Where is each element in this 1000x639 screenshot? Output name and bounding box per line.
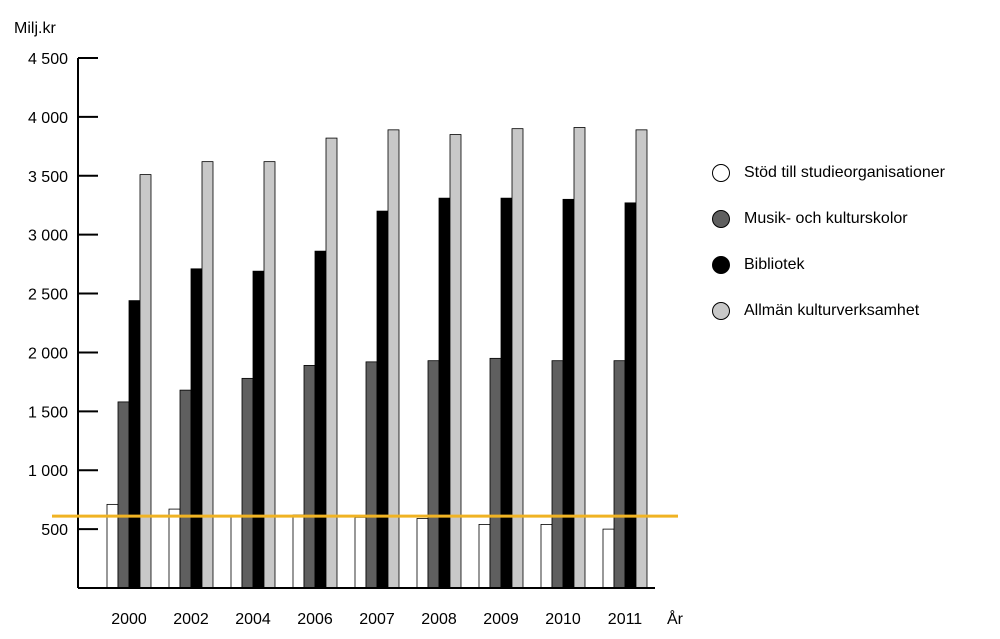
y-tick-label: 2 000 [28, 345, 68, 362]
legend-label: Bibliotek [744, 256, 805, 273]
bar [427, 360, 440, 589]
bar [602, 528, 615, 589]
bar [325, 137, 338, 589]
y-tick-label: 4 000 [28, 110, 68, 127]
x-tick-label: 2007 [359, 611, 395, 628]
x-tick-label: 2006 [297, 611, 333, 628]
bar [314, 250, 327, 589]
legend-item-studieorganisationer: Stöd till studieorganisationer [712, 150, 982, 196]
bar [613, 360, 626, 589]
bar [252, 270, 265, 589]
bar [139, 174, 152, 589]
y-tick-label: 1 000 [28, 463, 68, 480]
bar [168, 508, 181, 589]
y-tick-label: 500 [41, 522, 68, 539]
legend-item-kulturskolor: Musik- och kulturskolor [712, 196, 982, 242]
x-tick-label: 2009 [483, 611, 519, 628]
x-tick-label: 2004 [235, 611, 271, 628]
legend-item-bibliotek: Bibliotek [712, 242, 982, 288]
x-tick-label: 2010 [545, 611, 581, 628]
legend-label: Musik- och kulturskolor [744, 210, 908, 227]
x-axis-title: År [667, 609, 684, 628]
y-tick-label: 2 500 [28, 287, 68, 304]
bar [387, 129, 400, 589]
x-tick-label: 2011 [608, 611, 643, 628]
legend: Stöd till studieorganisationer Musik- oc… [712, 150, 982, 334]
bar [635, 129, 648, 589]
x-tick-label: 2002 [173, 611, 209, 628]
bar [241, 377, 254, 589]
bar [292, 514, 305, 589]
legend-swatch-icon [712, 164, 730, 182]
bar [190, 268, 203, 589]
bar [354, 516, 367, 589]
bar [478, 524, 491, 589]
bar [624, 202, 637, 589]
legend-swatch-icon [712, 256, 730, 274]
bar [128, 300, 141, 589]
y-tick-label: 3 000 [28, 228, 68, 245]
bar [117, 401, 130, 589]
y-tick-label: 4 500 [28, 51, 68, 68]
bar [438, 197, 451, 589]
bar [376, 210, 389, 589]
y-tick-label: 3 500 [28, 169, 68, 186]
legend-swatch-icon [712, 302, 730, 320]
bar [540, 524, 553, 589]
x-tick-label: 2000 [111, 611, 147, 628]
bar [573, 127, 586, 589]
x-ticks-group: 2000 2002 2004 2006 2007 2008 2009 2010 2011 [111, 611, 642, 628]
bar [489, 357, 502, 589]
bar [511, 128, 524, 589]
y-tick-label: 1 500 [28, 404, 68, 421]
bars-group [106, 127, 648, 589]
bar [551, 360, 564, 589]
bar [230, 515, 243, 589]
bar [449, 134, 462, 589]
bar [365, 361, 378, 589]
x-tick-label: 2008 [421, 611, 457, 628]
bar [263, 161, 276, 589]
bar [416, 518, 429, 589]
bar [500, 197, 513, 589]
legend-label: Stöd till studieorganisationer [744, 164, 946, 181]
bar [303, 364, 316, 589]
legend-item-kulturverksamhet: Allmän kulturverksamhet [712, 288, 982, 334]
bar [179, 389, 192, 589]
legend-label: Allmän kulturverksamhet [744, 302, 920, 319]
legend-swatch-icon [712, 210, 730, 228]
bar [201, 161, 214, 589]
bar [562, 198, 575, 589]
y-ticks-group: 500 1 000 1 500 2 000 2 500 3 000 3 500 4 000 4 … [28, 51, 98, 539]
y-axis-title: Milj.kr [14, 20, 56, 37]
